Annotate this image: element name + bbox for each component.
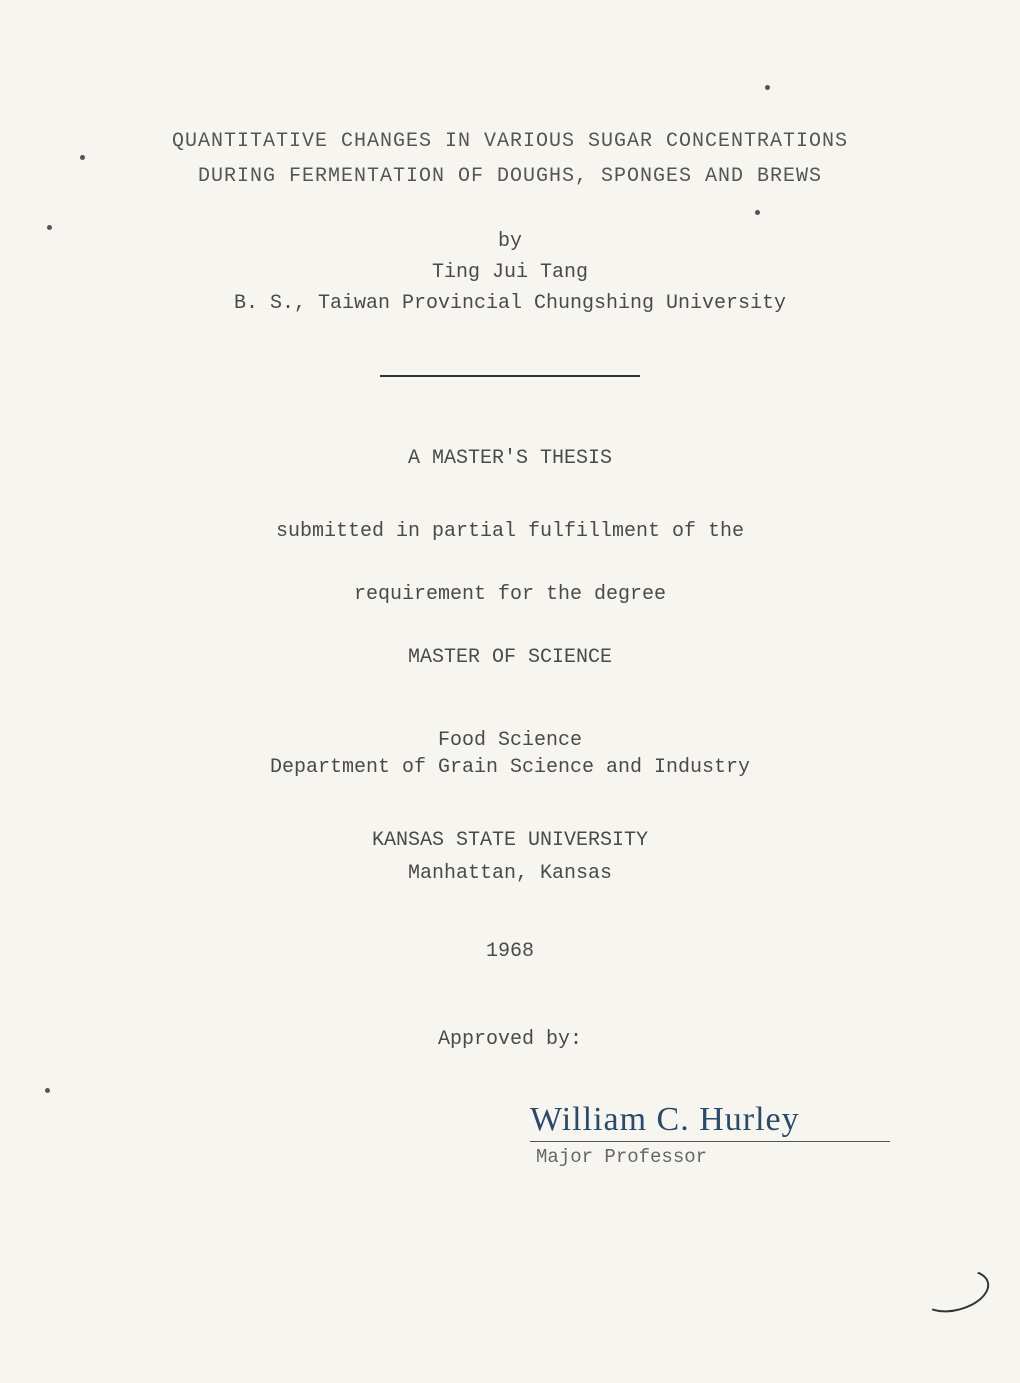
scan-artifact-dot (47, 225, 52, 230)
university-name: KANSAS STATE UNIVERSITY (100, 829, 920, 852)
year: 1968 (100, 940, 920, 963)
signature-flourish-icon (916, 1263, 994, 1320)
horizontal-rule (380, 375, 640, 377)
signature-block: William C. Hurley Major Professor (530, 1101, 890, 1168)
approved-label: Approved by: (100, 1028, 920, 1051)
scan-artifact-dot (755, 210, 760, 215)
author-affiliation: B. S., Taiwan Provincial Chungshing Univ… (100, 292, 920, 315)
by-label: by (100, 230, 920, 253)
signature-handwriting: William C. Hurley (530, 1101, 890, 1142)
location: Manhattan, Kansas (100, 862, 920, 885)
author-name: Ting Jui Tang (100, 261, 920, 284)
title-line-1: QUANTITATIVE CHANGES IN VARIOUS SUGAR CO… (100, 130, 920, 153)
department-line-1: Food Science (100, 729, 920, 752)
scan-artifact-dot (80, 155, 85, 160)
scan-artifact-dot (45, 1088, 50, 1093)
submitted-text: submitted in partial fulfillment of the (100, 520, 920, 543)
title-line-2: DURING FERMENTATION OF DOUGHS, SPONGES A… (100, 165, 920, 188)
thesis-heading: A MASTER'S THESIS (100, 447, 920, 470)
signature-role: Major Professor (530, 1146, 890, 1168)
requirement-text: requirement for the degree (100, 583, 920, 606)
degree-name: MASTER OF SCIENCE (100, 646, 920, 669)
scan-artifact-dot (765, 85, 770, 90)
thesis-title-page: QUANTITATIVE CHANGES IN VARIOUS SUGAR CO… (0, 0, 1020, 1383)
department-line-2: Department of Grain Science and Industry (100, 756, 920, 779)
